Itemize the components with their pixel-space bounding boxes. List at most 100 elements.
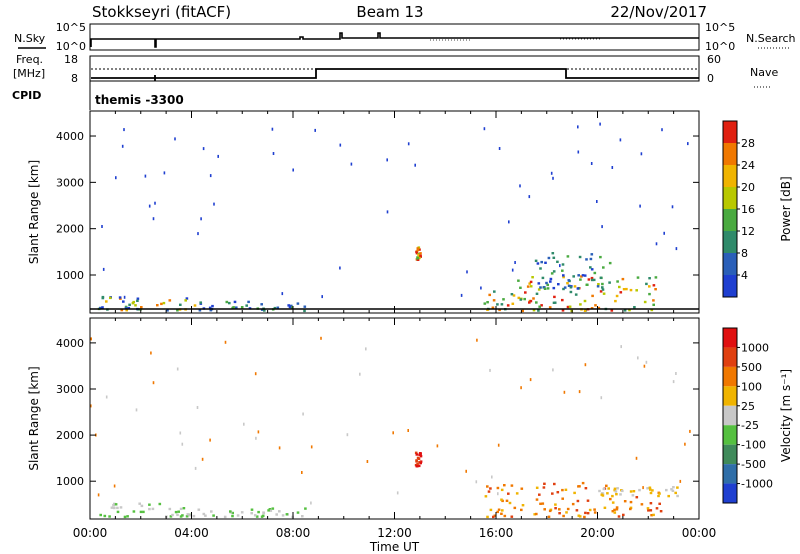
isolated-echo	[310, 501, 312, 505]
y-tick-label: 2000	[56, 429, 84, 442]
echo-cell	[558, 512, 561, 515]
echo-cell	[593, 508, 596, 511]
freq-tick-top: 18	[64, 53, 78, 66]
echo-cell	[628, 308, 631, 312]
isolated-echo	[366, 460, 369, 463]
echo-cell	[288, 305, 292, 309]
echo-cell	[540, 304, 543, 307]
isolated-echo	[643, 364, 646, 368]
colorbar-segment	[723, 347, 737, 367]
echo-cell	[419, 452, 422, 455]
isolated-echo	[392, 431, 394, 435]
echo-cell	[648, 292, 651, 296]
isolated-echo	[514, 261, 516, 264]
echo-cell	[573, 285, 577, 288]
isolated-echo	[359, 372, 361, 376]
echo-cell	[531, 276, 534, 279]
echo-cell	[528, 301, 531, 304]
echo-cell	[136, 299, 139, 302]
echo-cell	[419, 455, 423, 458]
echo-cell	[116, 510, 120, 514]
isolated-echo	[90, 337, 92, 341]
power-panel: 4000 3000 2000 1000 Slant Range [km] 28 24 20 16…	[27, 110, 793, 314]
echo-cell	[658, 502, 661, 505]
isolated-echo	[314, 128, 316, 132]
echo-cell	[539, 502, 542, 505]
echo-cell	[667, 494, 670, 498]
echo-cell	[601, 288, 605, 291]
echo-cell	[619, 493, 622, 496]
echo-cell	[611, 510, 615, 513]
freq-strip-frame	[89, 55, 700, 82]
echo-cell	[278, 510, 281, 513]
isolated-echo	[123, 295, 126, 299]
echo-cell	[198, 309, 202, 312]
echo-cell	[140, 306, 143, 309]
echo-cell	[566, 305, 570, 309]
nsearch-tick-bottom: 10^0	[705, 40, 735, 53]
isolated-echo	[639, 204, 641, 208]
echo-cells	[90, 336, 691, 519]
echo-cell	[631, 494, 635, 497]
isolated-echo	[611, 166, 614, 169]
isolated-echo	[350, 162, 353, 166]
echo-cells	[97, 122, 689, 313]
echo-cell	[652, 513, 655, 517]
isolated-echo	[339, 266, 341, 270]
echo-cell	[103, 514, 107, 518]
echo-cell	[613, 489, 616, 492]
colorbar-tick-label: 1000	[741, 341, 769, 354]
echo-cell	[599, 290, 603, 293]
isolated-echo	[292, 168, 294, 172]
isolated-echo	[563, 390, 566, 394]
cpid-value: themis -3300	[95, 93, 184, 107]
echo-cell	[657, 494, 660, 498]
echo-cell	[508, 501, 512, 505]
echo-cell	[581, 481, 585, 485]
cpid-label: CPID	[12, 89, 41, 102]
echo-cell	[648, 285, 651, 288]
echo-cell	[99, 513, 102, 517]
echo-cell	[179, 515, 183, 518]
echo-cell	[417, 464, 421, 468]
echo-cell	[415, 252, 419, 255]
echo-cell	[648, 486, 652, 489]
isolated-echo	[476, 338, 478, 342]
echo-cell	[615, 506, 619, 509]
echo-cell	[544, 261, 547, 264]
echo-cell	[539, 267, 542, 270]
echo-cell	[538, 493, 541, 496]
echo-cell	[674, 491, 677, 495]
echo-cell	[567, 284, 571, 287]
y-tick-label: 3000	[56, 383, 84, 396]
echo-cell	[651, 489, 654, 492]
echo-cell	[589, 266, 592, 269]
isolated-echo	[365, 347, 367, 351]
echo-cell	[120, 308, 124, 312]
isolated-echo	[599, 122, 601, 126]
isolated-echo	[113, 484, 116, 488]
echo-cell	[583, 515, 586, 519]
echo-cell	[267, 509, 270, 512]
echo-cell	[123, 515, 127, 519]
echo-cell	[534, 259, 538, 262]
echo-cell	[543, 482, 546, 485]
echo-cell	[649, 491, 653, 495]
echo-cell	[236, 514, 240, 517]
isolated-echo	[272, 152, 275, 155]
echo-cell	[635, 289, 638, 292]
isolated-echo	[590, 162, 593, 165]
isolated-echo	[179, 431, 182, 435]
echo-cell	[554, 503, 557, 506]
isolated-echo	[465, 469, 467, 473]
y-tick-label: 4000	[56, 130, 84, 143]
colorbar-tick-label: 28	[741, 137, 755, 150]
echo-cell	[493, 290, 496, 293]
isolated-echo	[577, 125, 579, 129]
isolated-echo	[663, 231, 665, 235]
nsky-label: N.Sky	[14, 32, 46, 45]
echo-cell	[519, 298, 523, 301]
echo-cell	[116, 506, 119, 510]
isolated-echo	[552, 368, 554, 372]
echo-cell	[576, 499, 580, 503]
